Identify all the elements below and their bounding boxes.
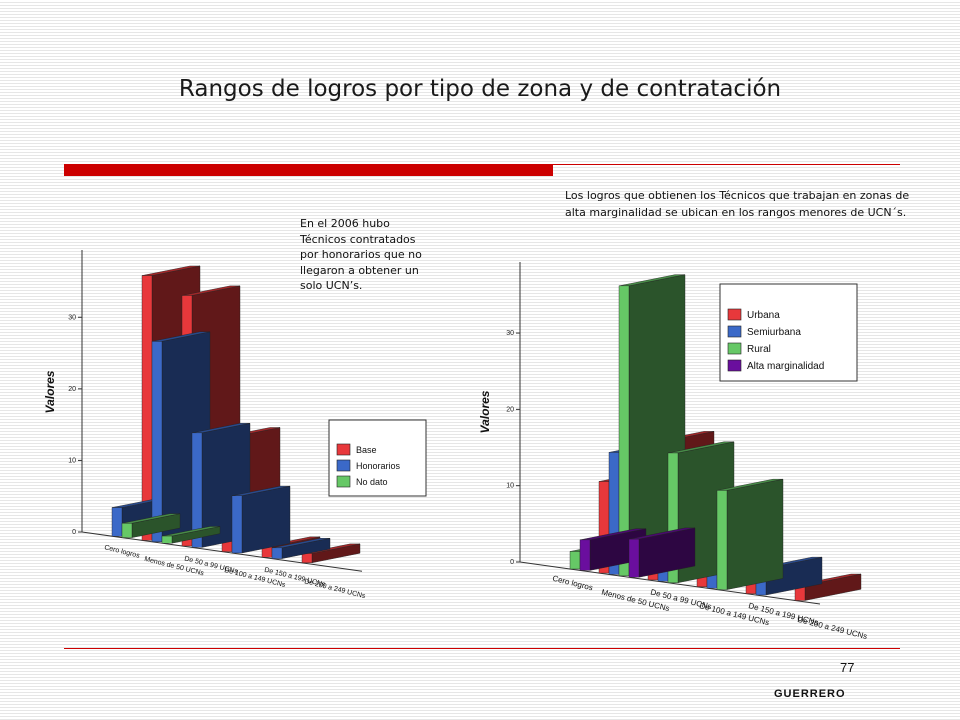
bar-rural-de-100-a-149-ucns [716,478,784,590]
y-tick-label: 10 [68,457,76,464]
bar-alta-marginalidad-menos-de-50-ucns [628,527,696,578]
legend-swatch-no-dato [336,475,351,488]
bar-front [111,507,123,537]
legend-swatch-alta-marginalidad [727,359,742,372]
legend-label-no-dato: No dato [356,477,388,487]
y-axis-title: Valores [478,390,492,433]
bar-front [579,539,591,571]
bar-front [121,523,133,538]
legend-label-base: Base [356,445,377,455]
legend: Urbana Semiurbana Rural Alta marginalidad [719,283,858,382]
legend-swatch-semiurbana [727,325,742,338]
bar-honorarios-de-150-a-199-ucns [271,538,331,559]
bar-no-dato-cero-logros [121,513,181,538]
bar-front [569,551,581,570]
bar-front [191,432,203,548]
bar-front [628,538,640,578]
note-left: En el 2006 hubo Técnicos contratados por… [300,217,422,292]
page-title: Rangos de logros por tipo de zona y de c… [178,76,782,102]
y-tick-label: 30 [68,314,76,321]
legend-label-alta-marginalidad: Alta marginalidad [747,361,824,372]
footer-label: GUERRERO [774,688,846,700]
legend-box [719,283,858,382]
legend-swatch-honorarios [336,459,351,472]
footer-rule [64,648,900,649]
y-tick-label: 0 [510,559,514,566]
page-number: 77 [840,660,855,675]
legend-label-honorarios: Honorarios [356,461,401,471]
bar-front [161,535,173,544]
x-tick-label-de-200-a-249-ucns: De 200 a 249 UCNs [797,615,869,641]
legend-label-urbana: Urbana [747,310,780,321]
legend: Base Honorarios No dato [328,419,427,497]
legend-label-rural: Rural [747,344,771,355]
y-tick-label: 20 [506,406,514,413]
legend-swatch-rural [727,342,742,355]
bar-front [231,495,243,554]
note-right: Los logros que obtienen los Técnicos que… [565,189,910,219]
bar-front [667,452,679,583]
bar-side [726,478,784,590]
title-accent-bar [64,164,553,176]
x-tick-label-cero-logros: Cero logros [552,574,594,593]
legend-swatch-base [336,443,351,456]
y-tick-label: 0 [72,529,76,536]
y-tick-label: 10 [506,483,514,490]
legend-label-semiurbana: Semiurbana [747,327,801,338]
y-tick-label: 30 [506,330,514,337]
y-tick-label: 20 [68,386,76,393]
bar-front [618,285,630,577]
bar-no-dato-menos-de-50-ucns [161,526,221,544]
legend-swatch-urbana [727,308,742,321]
title-rule [553,164,900,165]
bar-front [151,341,163,542]
bar-front [271,547,283,559]
bar-honorarios-de-100-a-149-ucns [231,485,291,554]
y-axis-title: Valores [43,370,57,413]
bar-front [716,490,728,590]
